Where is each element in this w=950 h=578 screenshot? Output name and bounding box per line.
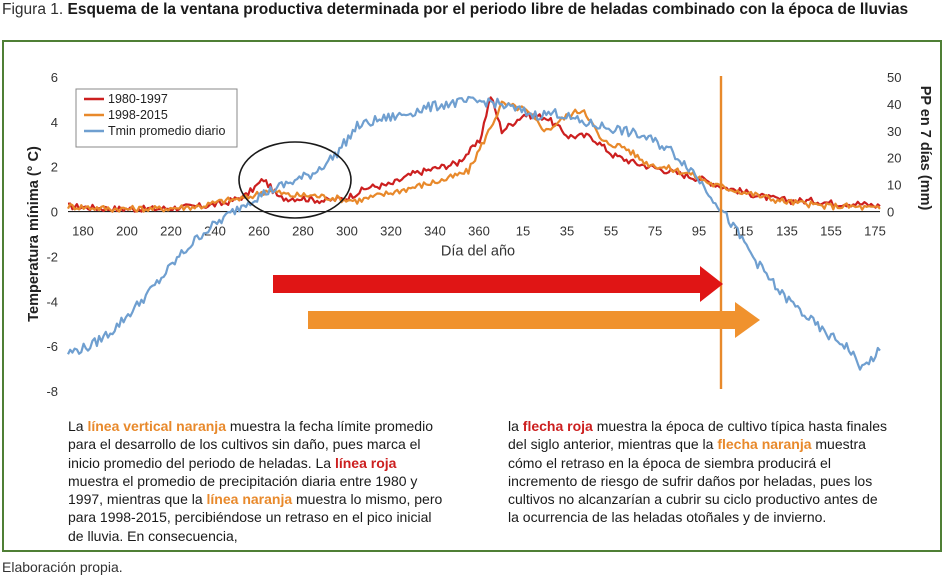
- figure-title: Figura 1. Esquema de la ventana producti…: [2, 1, 946, 19]
- figure-title-text: Esquema de la ventana productiva determi…: [67, 1, 909, 18]
- x-tick-label: 180: [72, 224, 94, 239]
- y-right-axis-label: PP en 7 días (mm): [917, 86, 933, 211]
- figure-frame: [2, 40, 942, 552]
- y-left-tick-label: -2: [46, 249, 58, 264]
- x-tick-label: 260: [248, 224, 270, 239]
- source-note: Elaboración propia.: [2, 559, 123, 575]
- explanation-segment: muestra la época de cultivo típica hasta…: [508, 418, 887, 453]
- explanation-left: La línea vertical naranja muestra la fec…: [68, 417, 446, 545]
- explanation-segment: La: [68, 418, 88, 434]
- explanation-segment: muestra la fecha límite promedio para el…: [68, 418, 433, 471]
- explanation-segment: muestra el promedio de precipitación dia…: [68, 472, 418, 508]
- y-right-tick-label: 20: [887, 151, 901, 166]
- x-tick-label: 360: [468, 224, 490, 239]
- orange-arrow-shaft: [308, 311, 736, 329]
- y-left-axis-label: Temperatura mínima (° C): [26, 146, 42, 322]
- series-line-1: [67, 100, 881, 213]
- explanation-segment: muestra cómo el retraso en la época de s…: [508, 436, 878, 526]
- orange-arrow-head: [735, 302, 760, 338]
- legend-label: Tmin promedio diario: [108, 124, 225, 138]
- y-right-tick-label: 40: [887, 97, 901, 112]
- x-tick-label: 175: [864, 224, 886, 239]
- legend-label: 1980-1997: [108, 92, 168, 106]
- highlight-ellipse: [238, 141, 352, 219]
- series-line-2: [67, 95, 881, 371]
- y-left-tick-label: 2: [51, 160, 58, 175]
- y-left-tick-label: -6: [46, 339, 58, 354]
- explanation-segment: línea naranja: [206, 491, 293, 508]
- x-tick-label: 300: [336, 224, 358, 239]
- x-tick-label: 155: [820, 224, 842, 239]
- y-left-tick-label: -8: [46, 384, 58, 399]
- explanation-segment: línea vertical naranja: [87, 418, 226, 434]
- y-right-tick-label: 10: [887, 178, 901, 193]
- explanation-segment: la: [508, 418, 523, 434]
- x-tick-label: 240: [204, 224, 226, 239]
- x-axis-label: Día del año: [441, 244, 515, 260]
- x-tick-label: 220: [160, 224, 182, 239]
- red-arrow-head: [700, 266, 723, 302]
- x-tick-label: 95: [692, 224, 706, 239]
- explanation-segment: flecha roja: [522, 418, 593, 434]
- x-tick-label: 135: [776, 224, 798, 239]
- explanation-segment: flecha naranja: [717, 436, 812, 453]
- x-tick-label: 75: [648, 224, 662, 239]
- explanation-segment: muestra lo mismo, pero para 1998-2015, p…: [68, 491, 443, 544]
- figure-label: Figura 1.: [2, 1, 64, 18]
- explanation-segment: La: [315, 454, 335, 471]
- x-tick-label: 340: [424, 224, 446, 239]
- legend-label: 1998-2015: [108, 108, 168, 122]
- explanation-right: la flecha roja muestra la época de culti…: [508, 417, 892, 527]
- x-tick-label: 55: [604, 224, 618, 239]
- explanation-segment: línea roja: [334, 454, 397, 471]
- y-left-tick-label: 6: [51, 70, 58, 85]
- y-right-tick-label: 0: [887, 205, 894, 220]
- x-tick-label: 35: [560, 224, 574, 239]
- y-right-tick-label: 50: [887, 70, 901, 85]
- y-right-tick-label: 30: [887, 124, 901, 139]
- red-arrow-shaft: [273, 275, 701, 293]
- x-tick-label: 15: [516, 224, 530, 239]
- y-left-tick-label: 4: [51, 115, 58, 130]
- x-tick-label: 200: [116, 224, 138, 239]
- x-tick-label: 320: [380, 224, 402, 239]
- y-left-tick-label: -4: [46, 294, 58, 309]
- x-tick-label: 280: [292, 224, 314, 239]
- y-left-tick-label: 0: [51, 205, 58, 220]
